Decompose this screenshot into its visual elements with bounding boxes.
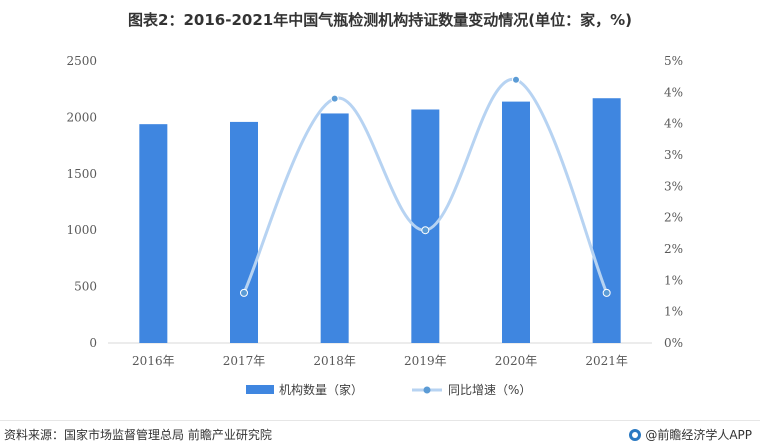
growth-point (330, 94, 339, 103)
brand-label: @前瞻经济学人APP (629, 426, 752, 443)
y-left-tick-label: 2000 (66, 110, 97, 124)
y-right-tick-label: 3% (664, 179, 683, 193)
y-right-tick-label: 4% (664, 85, 683, 99)
y-right-tick-label: 1% (664, 305, 683, 319)
x-tick-label: 2020年 (495, 354, 538, 368)
y-right-tick-label: 4% (664, 117, 683, 131)
y-left-tick-label: 0 (89, 336, 97, 350)
source-note: 资料来源：国家市场监督管理总局 前瞻产业研究院 (4, 428, 272, 442)
x-tick-label: 2018年 (313, 354, 356, 368)
bar (592, 98, 621, 343)
bar (320, 113, 349, 344)
bar (139, 124, 168, 343)
y-left-tick-label: 1000 (66, 223, 97, 237)
y-left-tick-label: 1500 (66, 167, 97, 181)
growth-point (240, 288, 248, 297)
brand-text: @前瞻经济学人APP (645, 428, 752, 442)
x-tick-label: 2017年 (223, 354, 266, 368)
bar (230, 121, 258, 343)
bar (502, 101, 530, 343)
legend-bar-label: 机构数量（家） (279, 382, 363, 397)
x-tick-label: 2016年 (132, 354, 175, 368)
x-tick-label: 2019年 (404, 354, 447, 368)
footer: 资料来源：国家市场监督管理总局 前瞻产业研究院 @前瞻经济学人APP (0, 420, 760, 448)
y-right-tick-label: 5% (664, 54, 683, 68)
growth-point (512, 75, 520, 84)
x-tick-label: 2021年 (585, 354, 628, 368)
legend-line-marker (423, 386, 431, 394)
chart: 0 500 1000 1500 2000 2500 0% 1% 1% 2% 2% 3% 3% 4% 4% 5%… (66, 54, 683, 397)
growth-line (240, 75, 611, 297)
legend: 机构数量（家） 同比增速（%） (246, 382, 531, 397)
y-right-tick-label: 3% (664, 148, 683, 162)
y-right-tick-label: 1% (664, 273, 683, 287)
chart-title: 图表2：2016-2021年中国气瓶检测机构持证数量变动情况(单位：家，%) (128, 11, 632, 29)
y-right-tick-label: 2% (664, 211, 683, 225)
y-left-tick-label: 500 (74, 280, 97, 294)
bars (139, 98, 621, 344)
growth-point (421, 226, 430, 235)
axes: 0 500 1000 1500 2000 2500 0% 1% 1% 2% 2% 3% 3% 4% 4% 5%… (66, 54, 683, 368)
legend-bar-swatch (246, 385, 274, 394)
y-right-tick-label: 2% (664, 242, 683, 256)
y-right-tick-label: 0% (664, 336, 683, 350)
legend-line-label: 同比增速（%） (448, 383, 531, 397)
brand-logo-icon (629, 428, 642, 441)
growth-point (602, 288, 611, 297)
y-left-tick-label: 2500 (66, 54, 97, 68)
